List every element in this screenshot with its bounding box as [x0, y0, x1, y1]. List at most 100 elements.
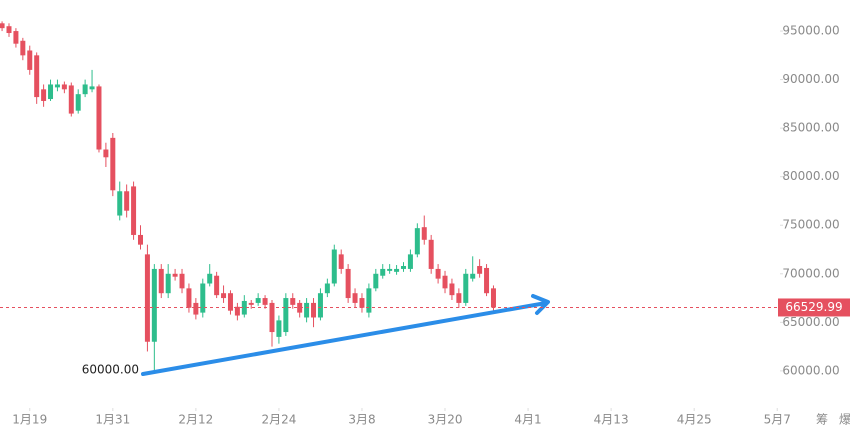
candle-body [6, 26, 12, 34]
candle-body [484, 267, 490, 294]
candle-body [338, 254, 344, 269]
candle-body [89, 86, 95, 90]
x-tick-label: 3月20 [428, 413, 463, 427]
x-tick-label: 3月8 [348, 413, 375, 427]
candle-body [290, 298, 296, 305]
x-tick-label: 1月19 [12, 413, 47, 427]
candle-body [345, 268, 351, 299]
candle-body [214, 275, 220, 296]
candle-body [297, 302, 303, 313]
candle-body [179, 273, 185, 289]
candle-body [54, 84, 60, 88]
y-tick-label: 65000.00 [782, 315, 839, 329]
candle-body [435, 268, 441, 279]
candle-body [137, 234, 143, 245]
x-tick-label: 2月12 [178, 413, 213, 427]
candle-body [165, 273, 171, 294]
candle-body [304, 302, 310, 318]
y-tick-label: 95000.00 [782, 24, 839, 38]
candle-body [207, 273, 213, 284]
x-tick-label: 4月25 [677, 413, 712, 427]
candle-body [262, 298, 268, 305]
candle-body [359, 298, 365, 308]
x-tick-label: 5月7 [764, 413, 791, 427]
y-tick-label: 80000.00 [782, 169, 839, 183]
candle-body [311, 302, 317, 318]
candle-body [421, 227, 427, 240]
candle-body [276, 320, 282, 337]
x-tick-label: 1月31 [95, 413, 130, 427]
candle-body [366, 288, 372, 313]
candle-body [144, 254, 150, 342]
candle-body [317, 293, 323, 318]
candle-body [75, 94, 81, 111]
candle-body [48, 84, 54, 100]
candle-body [20, 40, 26, 56]
candle-body [414, 228, 420, 255]
candle-body [442, 275, 448, 289]
candle-body [449, 283, 455, 296]
candle-body [387, 268, 393, 271]
y-tick-label: 70000.00 [782, 266, 839, 280]
candle-body [456, 293, 462, 303]
candle-body [269, 302, 275, 333]
candle-body [103, 149, 109, 158]
candle-body [82, 84, 88, 95]
annotation: 60000.00 [82, 363, 139, 377]
candle-body [234, 306, 240, 316]
candle-body [248, 302, 254, 305]
bottom-button[interactable]: 筹 [816, 413, 828, 427]
candle-body [61, 84, 67, 90]
candle-body [124, 191, 130, 211]
y-tick-label: 90000.00 [782, 72, 839, 86]
y-tick-label: 75000.00 [782, 218, 839, 232]
candle-body [172, 273, 178, 277]
candle-body [331, 249, 337, 284]
candle-body [255, 298, 261, 303]
x-tick-label: 4月13 [594, 413, 629, 427]
candle-body [158, 268, 164, 294]
candle-body [131, 186, 137, 235]
candle-body [380, 268, 386, 276]
candle-body [490, 288, 496, 308]
candle-body [227, 293, 233, 311]
candle-body [407, 254, 413, 269]
candle-body [394, 268, 400, 272]
y-tick-label: 85000.00 [782, 121, 839, 135]
candle-body [221, 293, 227, 299]
current-price-box [778, 298, 850, 317]
candle-body [27, 50, 33, 70]
candle-body [463, 273, 469, 303]
candle-body [324, 283, 330, 294]
y-tick-label: 60000.00 [782, 363, 839, 377]
trend-arrow-head [531, 294, 550, 315]
candle-body [193, 302, 199, 315]
candle-body [96, 86, 102, 150]
x-tick-label: 4月1 [514, 413, 541, 427]
candle-body [428, 239, 434, 269]
candle-body [13, 31, 19, 44]
candle-body [352, 293, 358, 303]
candle-body [200, 283, 206, 313]
x-tick-label: 2月24 [261, 413, 296, 427]
candle-body [117, 191, 123, 216]
plot-area [0, 21, 496, 371]
candle-body [186, 288, 192, 308]
candle-body [110, 137, 116, 191]
candle-body [34, 55, 40, 98]
candle-body [373, 273, 379, 289]
candle-body [0, 23, 5, 29]
candle-body [400, 266, 406, 269]
trend-arrow [141, 301, 548, 376]
candle-body [68, 85, 74, 114]
candle-body [241, 300, 247, 315]
candle-body [470, 273, 476, 279]
candle-body [283, 298, 289, 333]
bottom-button[interactable]: 爆 [839, 413, 850, 427]
candle-body [151, 268, 157, 342]
candle-body [41, 89, 47, 101]
current-price-label: 66529.99 [785, 300, 842, 314]
candle-body [477, 266, 483, 274]
